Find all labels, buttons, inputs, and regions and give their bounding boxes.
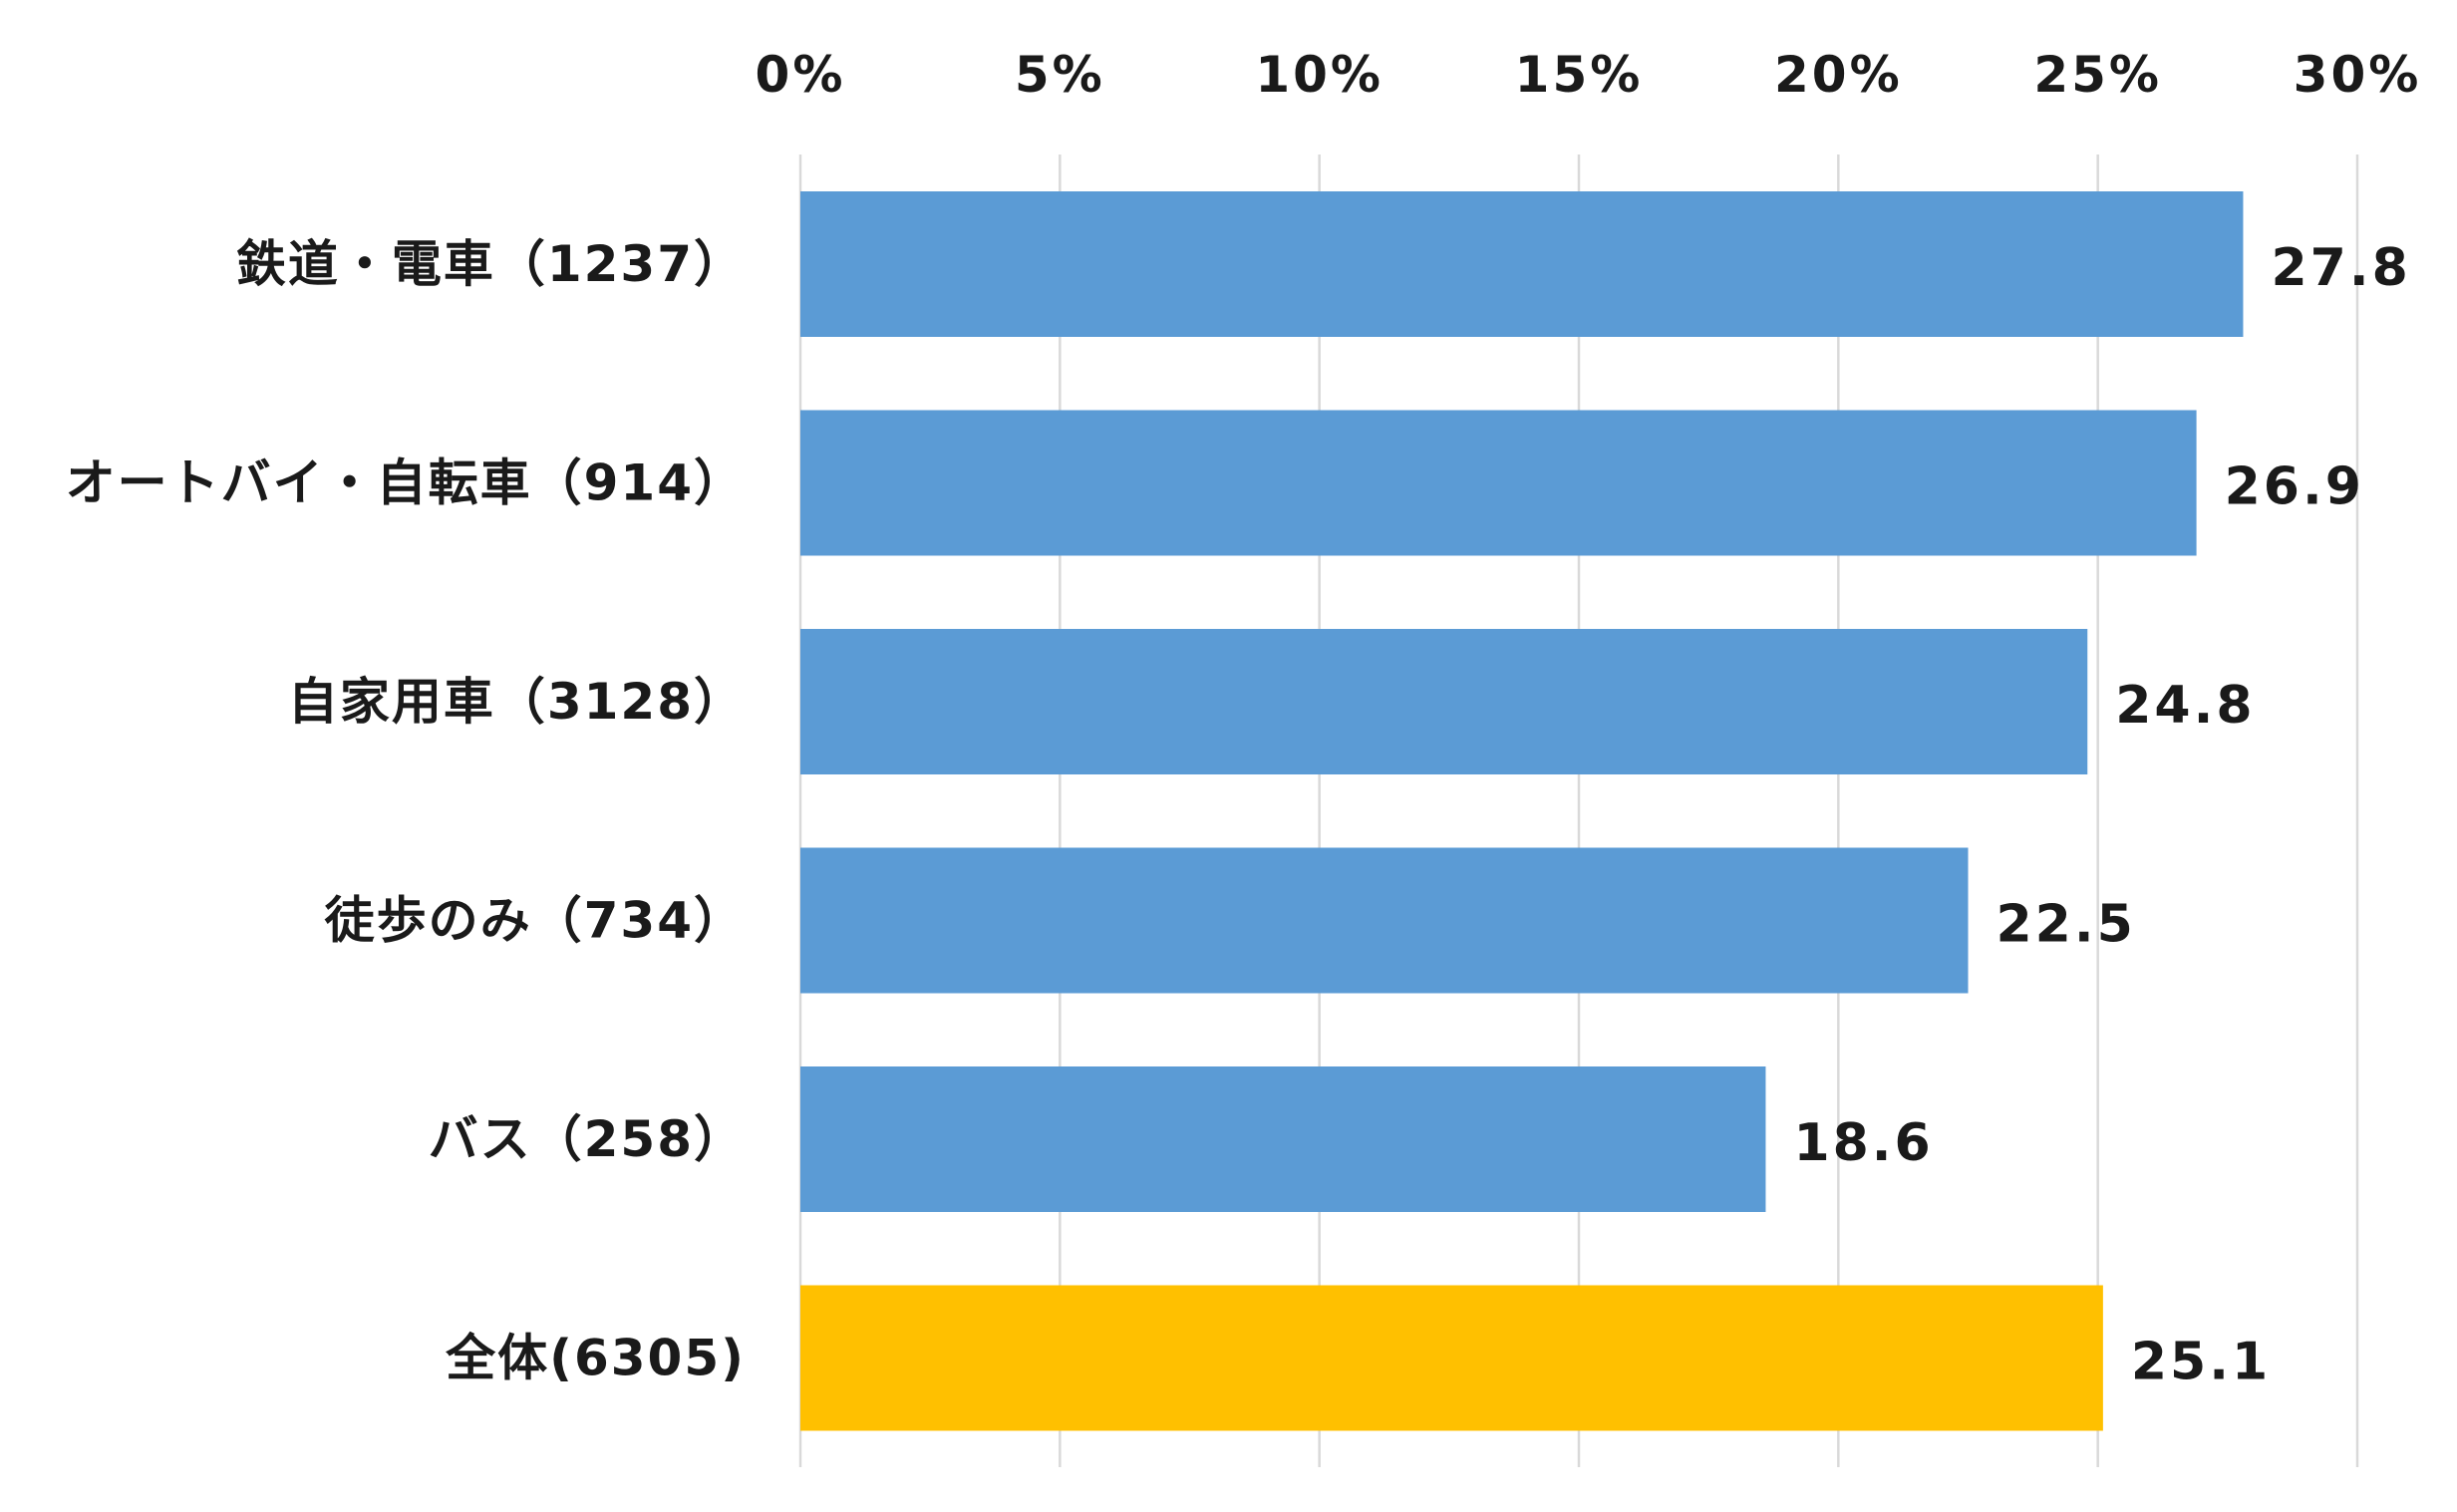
data-label: 27.8 bbox=[2271, 238, 2410, 298]
x-tick-label: 25% bbox=[2033, 46, 2162, 104]
bar bbox=[800, 191, 2244, 337]
x-tick-label: 30% bbox=[2294, 46, 2422, 104]
y-axis-category-labels: 鉄道・電車（1237） オートバイ・自転車（914） 自家用車（3128） 徒歩のみ（… bbox=[66, 235, 746, 1387]
bar-layer bbox=[800, 191, 2244, 1431]
value-labels: 27.8 26.9 24.8 22.5 18.6 25.1 bbox=[1793, 238, 2410, 1392]
bar bbox=[800, 629, 2088, 774]
category-label: オートバイ・自転車（914） bbox=[66, 454, 746, 512]
x-tick-label: 15% bbox=[1515, 46, 1644, 104]
data-label: 25.1 bbox=[2131, 1333, 2271, 1392]
bar bbox=[800, 410, 2197, 556]
category-label: バス（258） bbox=[429, 1110, 746, 1168]
x-axis-tick-labels: 0% 5% 10% 15% 20% 25% 30% bbox=[756, 46, 2422, 104]
category-label: 徒歩のみ（734） bbox=[324, 892, 746, 950]
x-tick-label: 20% bbox=[1774, 46, 1903, 104]
bar bbox=[800, 1285, 2103, 1431]
x-tick-label: 0% bbox=[756, 46, 846, 104]
x-tick-label: 10% bbox=[1255, 46, 1383, 104]
data-label: 24.8 bbox=[2115, 676, 2255, 736]
category-label: 全体(6305) bbox=[445, 1330, 746, 1387]
data-label: 18.6 bbox=[1793, 1113, 1933, 1173]
data-label: 26.9 bbox=[2225, 457, 2364, 517]
bar bbox=[800, 1066, 1766, 1212]
category-label: 鉄道・電車（1237） bbox=[236, 235, 746, 293]
grid-layer bbox=[798, 154, 2359, 1467]
data-label: 22.5 bbox=[1996, 895, 2136, 955]
category-label: 自家用車（3128） bbox=[288, 673, 746, 731]
x-tick-label: 5% bbox=[1015, 46, 1105, 104]
bar bbox=[800, 847, 1969, 994]
